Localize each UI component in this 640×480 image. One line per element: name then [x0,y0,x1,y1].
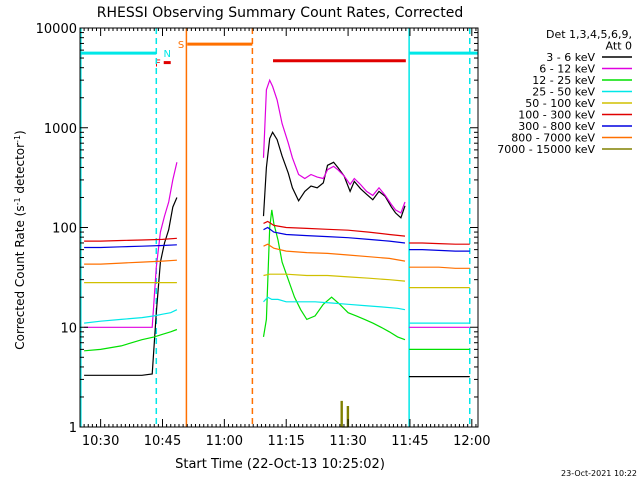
flag-label-F: F [155,59,161,70]
series-6-segment-2 [409,249,470,252]
series-6-segment-0 [84,244,177,249]
series-5-segment-0 [84,237,177,242]
series-6-segment-1 [263,226,406,244]
plot-frame [79,27,479,428]
flag-label-S: S [178,40,184,51]
series-2-segment-0 [84,328,178,352]
series-1-segment-1 [262,78,406,214]
legend-header-line-0: Det 1,3,4,5,6,9, [546,28,632,41]
x-tick-label: 10:45 [144,434,181,449]
series-2-segment-1 [262,209,406,341]
legend-entry-3: 25 - 50 keV [532,86,595,99]
series-7-segment-0 [84,259,177,265]
series-3-segment-0 [84,309,178,324]
legend-entry-6: 300 - 800 keV [518,120,595,133]
series-lines [84,78,470,428]
series-1-segment-0 [84,162,178,328]
x-tick-label: 10:30 [82,434,119,449]
chart-title: RHESSI Observing Summary Count Rates, Co… [97,5,463,21]
series-0-segment-0 [84,197,178,376]
y-axis-label: Corrected Count Rate (s-1 detector-1) [13,130,28,349]
x-axis-label: Start Time (22-Oct-13 10:25:02) [175,457,385,472]
legend-entry-7: 800 - 7000 keV [511,132,595,145]
y-tick-label: 1000 [44,122,77,137]
series-0-segment-1 [262,131,406,219]
legend-entry-1: 6 - 12 keV [539,63,595,76]
x-tick-label: 11:30 [329,434,366,449]
y-tick-label: 10 [60,321,77,336]
footer-date: 23-Oct-2021 10:22 [561,469,637,478]
legend-entry-2: 12 - 25 keV [532,74,595,87]
flag-label-N: N [164,49,171,60]
x-tick-label: 11:00 [206,434,243,449]
legend-entry-0: 3 - 6 keV [546,51,595,64]
series-5-segment-2 [409,242,470,245]
legend-entry-5: 100 - 300 keV [518,109,595,122]
series-3-segment-1 [263,296,406,311]
legend-header-line-1: Att 0 [606,40,632,53]
x-tick-label: 12:00 [453,434,490,449]
axes: 10:30 10:45 11:00 11:15 11:30 11:45 12:00 1 10 10… [36,22,491,449]
series-4-segment-1 [263,273,406,282]
y-tick-label: 100 [52,222,77,237]
series-5-segment-1 [263,220,406,237]
series-7-segment-1 [263,243,406,262]
legend-entry-8: 7000 - 15000 keV [497,143,595,156]
flag-bars: FNS [80,40,478,70]
x-tick-label: 11:45 [391,434,428,449]
x-tick-label: 11:15 [267,434,304,449]
series-7-segment-2 [409,266,470,269]
series-8-segment-0 [340,400,350,428]
y-tick-label: 1 [69,421,77,436]
y-tick-label: 10000 [36,22,77,37]
legend-entry-4: 50 - 100 keV [525,97,595,110]
